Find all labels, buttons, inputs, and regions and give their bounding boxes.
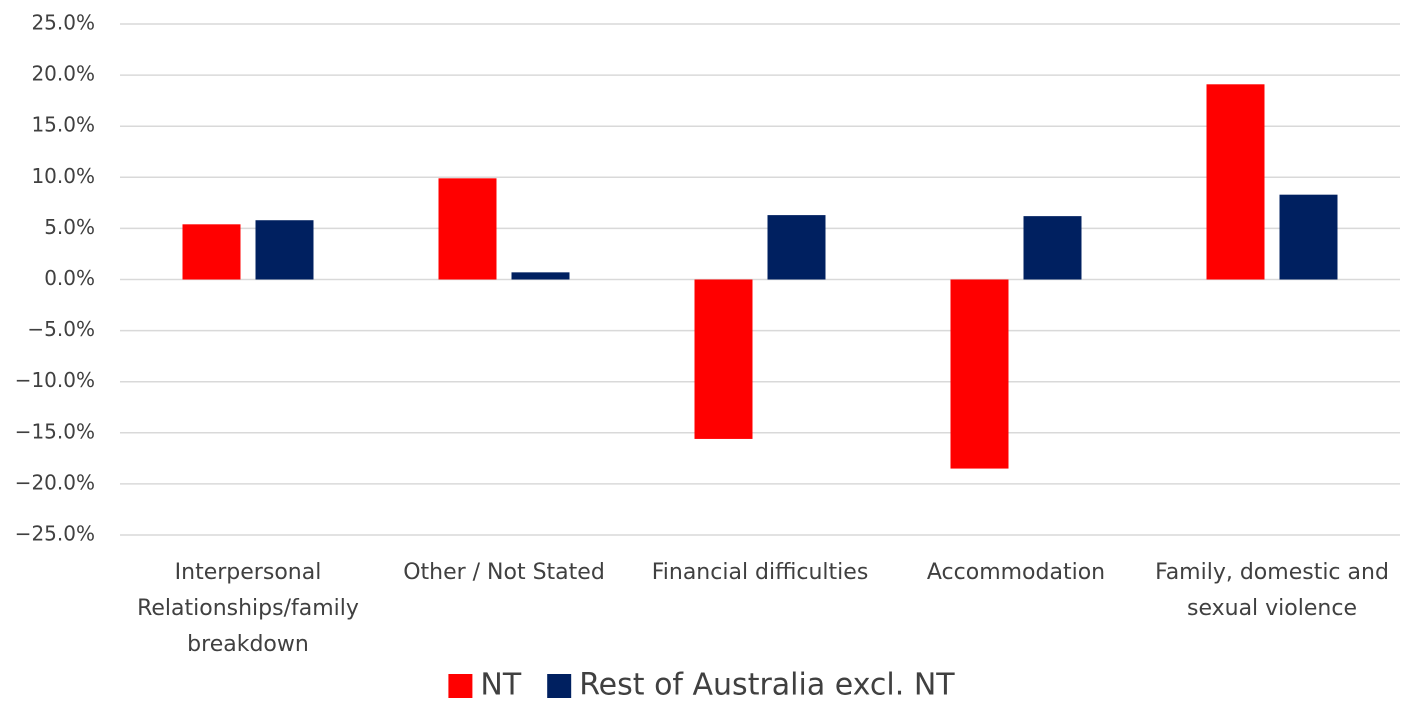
x-tick-label: Accommodation [927, 560, 1105, 585]
bar [950, 279, 1009, 469]
bar [1023, 216, 1082, 280]
legend-swatch [448, 674, 473, 698]
legend-label: Rest of Australia excl. NT [579, 668, 955, 701]
bar [438, 178, 497, 280]
bar [1279, 194, 1338, 280]
x-tick-label: Financial difficulties [652, 560, 869, 585]
x-tick-label: Family, domestic and sexual violence [1155, 560, 1389, 621]
y-tick-label: 0.0% [44, 266, 95, 290]
y-tick-label: −20.0% [15, 470, 95, 494]
bar [694, 279, 753, 439]
y-tick-label: −25.0% [15, 522, 95, 546]
y-tick-label: −15.0% [15, 419, 95, 443]
x-tick-label: Other / Not Stated [403, 560, 605, 585]
y-tick-label: 10.0% [31, 164, 95, 188]
bar [255, 220, 314, 280]
bar [511, 272, 570, 280]
bar [1206, 84, 1265, 280]
legend-label: NT [480, 668, 521, 701]
y-tick-label: −5.0% [27, 317, 95, 341]
y-tick-label: −10.0% [15, 368, 95, 392]
bar [182, 224, 241, 280]
y-tick-label: 5.0% [44, 215, 95, 239]
y-tick-label: 15.0% [31, 113, 95, 137]
legend-swatch [547, 674, 572, 698]
x-tick-label: Interpersonal Relationships/family breakdo… [137, 560, 359, 657]
bar [767, 215, 826, 280]
y-tick-label: 20.0% [31, 62, 95, 86]
y-tick-label: 25.0% [31, 11, 95, 35]
